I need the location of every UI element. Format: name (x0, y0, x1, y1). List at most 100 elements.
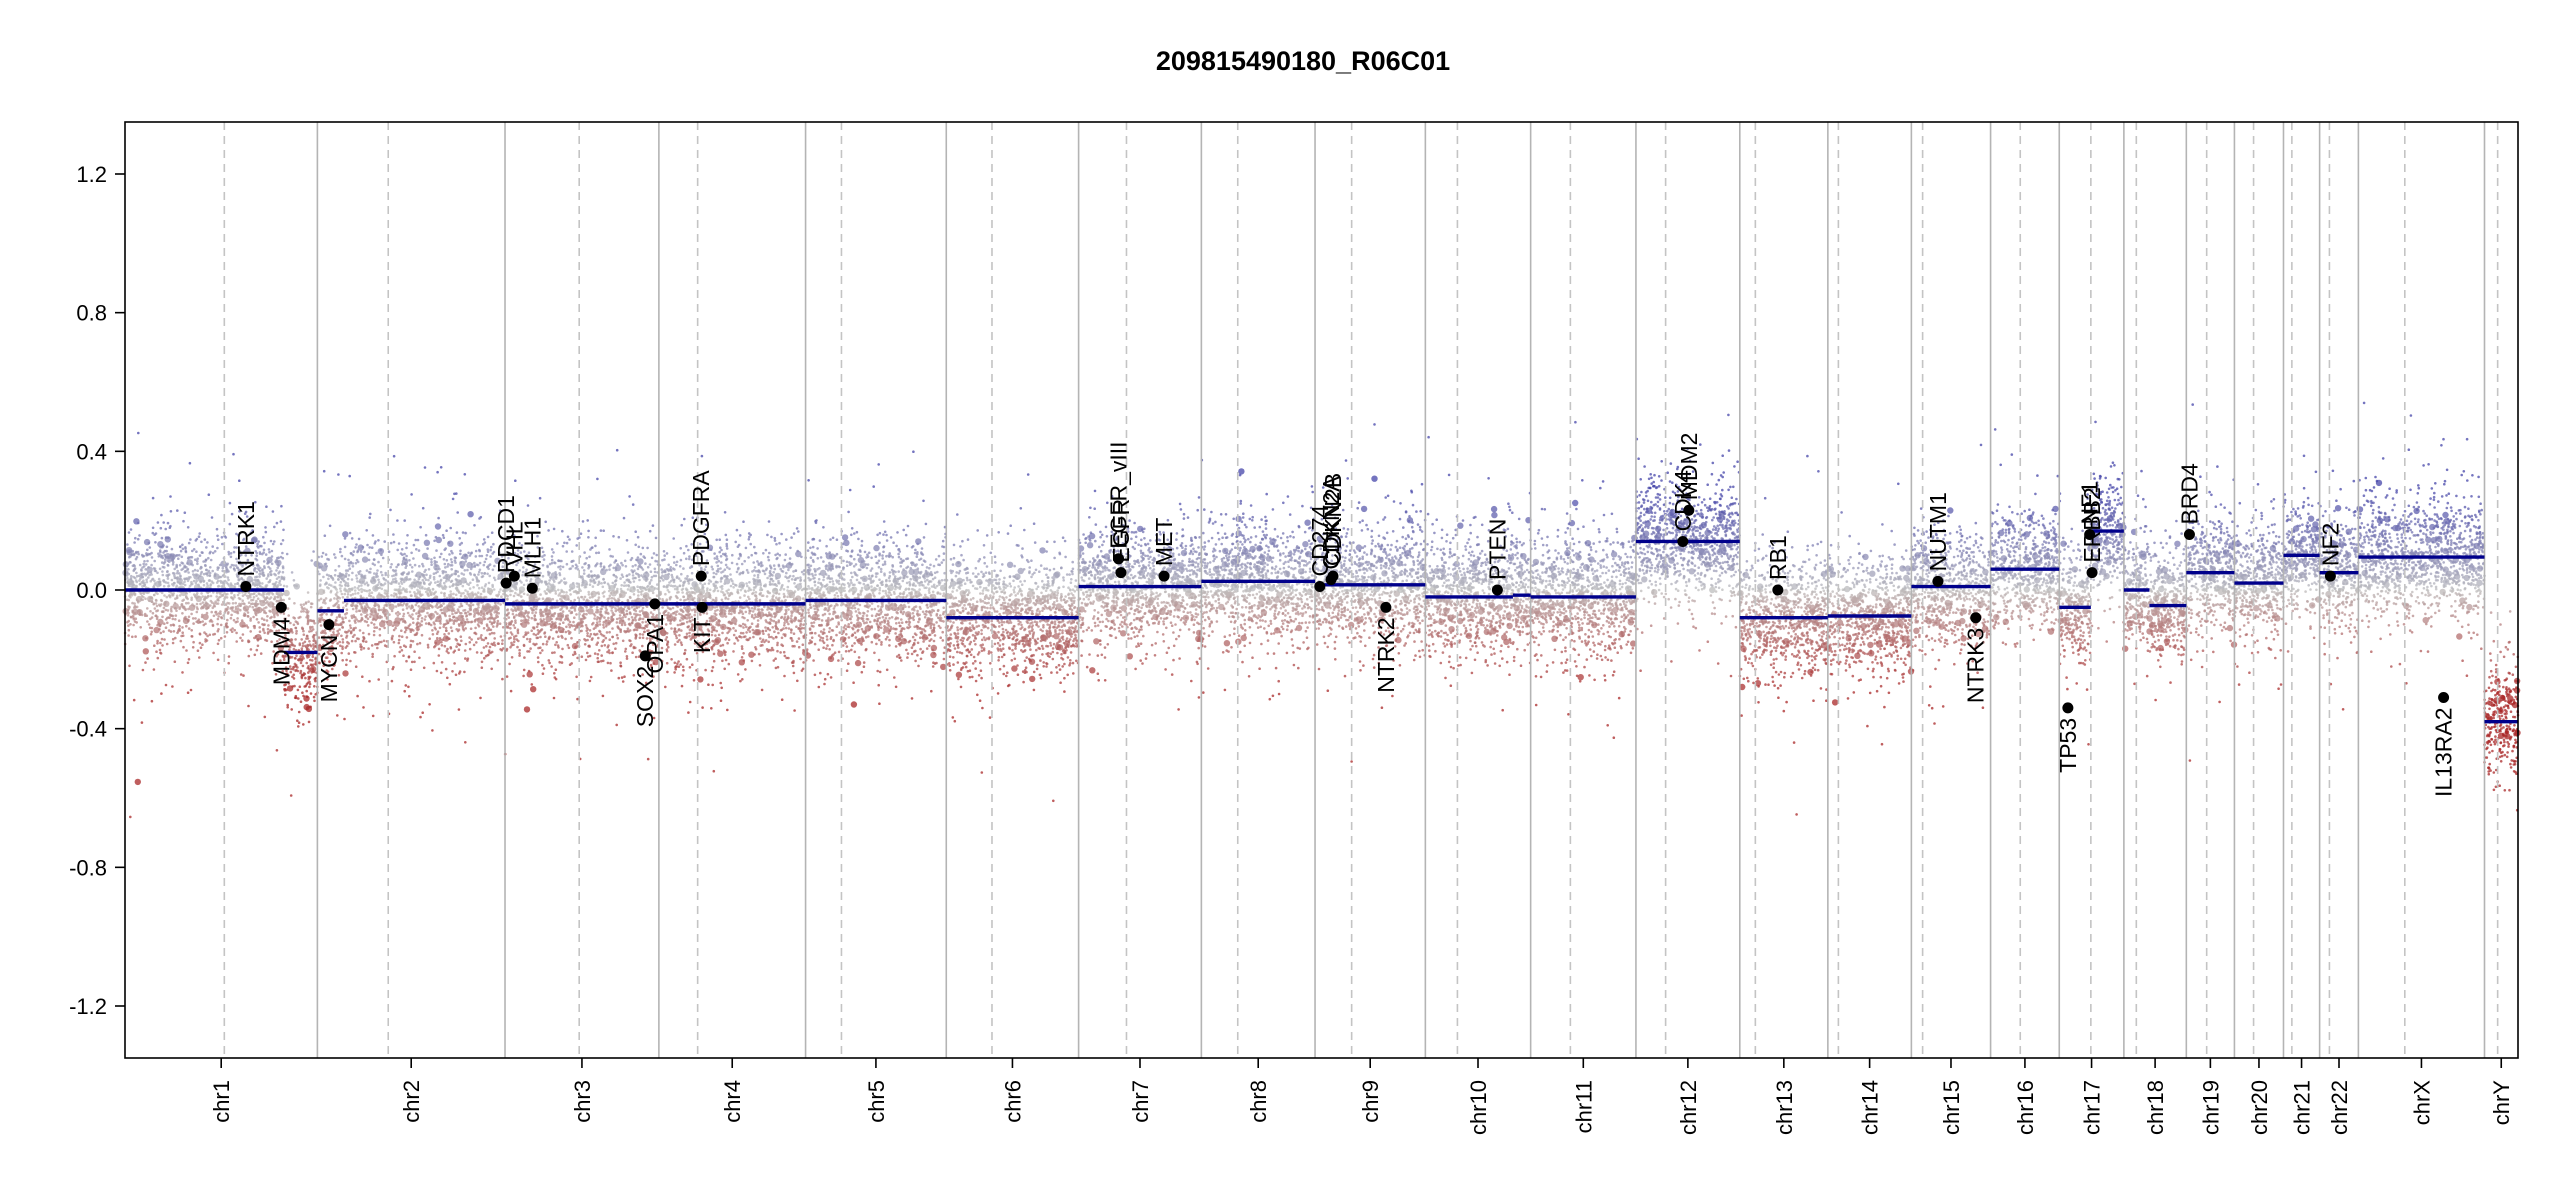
probe-point (608, 597, 611, 600)
probe-point (263, 715, 267, 719)
probe-point (632, 593, 636, 596)
probe-point (190, 598, 193, 601)
probe-point (426, 593, 430, 596)
probe-point (402, 587, 405, 590)
probe-point (157, 552, 160, 555)
probe-point (340, 584, 343, 588)
probe-point (346, 590, 350, 593)
probe-point (215, 595, 218, 598)
probe-point (262, 574, 266, 577)
probe-point (583, 638, 586, 641)
probe-point (626, 627, 630, 630)
probe-point (449, 626, 453, 629)
probe-point (141, 555, 145, 558)
probe-point (373, 572, 376, 575)
probe-point (431, 729, 434, 732)
probe-point (363, 550, 366, 554)
probe-point (244, 554, 248, 557)
probe-point (236, 604, 240, 608)
probe-point (255, 554, 258, 558)
probe-point (176, 509, 179, 512)
probe-point (381, 556, 385, 560)
probe-point (403, 552, 406, 556)
probe-point (146, 607, 149, 610)
probe-point (434, 619, 438, 622)
probe-point (424, 615, 427, 618)
probe-point (232, 618, 236, 622)
probe-point (389, 541, 393, 545)
probe-point (442, 570, 446, 573)
probe-point (634, 655, 638, 659)
probe-point (377, 581, 381, 584)
probe-point (259, 584, 262, 588)
probe-point (324, 602, 327, 605)
probe-point (466, 592, 470, 596)
probe-point (648, 585, 656, 592)
probe-point (355, 637, 359, 640)
probe-point (439, 622, 442, 625)
probe-point (519, 622, 523, 626)
probe-point (484, 636, 488, 640)
probe-point (332, 631, 335, 634)
probe-point (300, 610, 303, 613)
probe-point (587, 590, 590, 594)
probe-point (360, 575, 363, 578)
probe-point (255, 558, 259, 562)
probe-point (628, 573, 631, 576)
probe-point (439, 603, 443, 607)
probe-point (354, 561, 358, 565)
probe-point (506, 612, 510, 616)
probe-point (351, 587, 354, 590)
probe-point (463, 569, 467, 572)
probe-point (509, 593, 512, 597)
probe-point (553, 612, 556, 616)
probe-point (127, 568, 130, 571)
probe-point (160, 513, 163, 517)
probe-point (792, 532, 796, 535)
probe-point (300, 676, 304, 680)
probe-point (275, 521, 279, 525)
probe-point (548, 635, 551, 639)
probe-point (455, 531, 459, 534)
probe-point (262, 618, 266, 622)
probe-point (347, 584, 350, 587)
probe-point (620, 611, 624, 614)
probe-point (371, 618, 375, 621)
probe-point (573, 598, 576, 602)
probe-point (464, 627, 468, 630)
probe-point (541, 649, 544, 652)
probe-point (420, 610, 424, 613)
probe-point (493, 637, 497, 640)
probe-point (275, 581, 278, 584)
probe-point (400, 548, 404, 551)
probe-point (484, 557, 488, 561)
probe-point (159, 652, 163, 655)
probe-point (371, 714, 375, 718)
probe-point (190, 596, 193, 600)
probe-point (219, 623, 223, 627)
probe-point (480, 634, 483, 637)
probe-point (636, 556, 640, 559)
probe-point (283, 589, 290, 597)
probe-point (362, 706, 365, 709)
probe-point (197, 535, 201, 538)
probe-point (569, 599, 573, 603)
probe-point (363, 619, 367, 623)
probe-point (569, 593, 572, 596)
probe-point (500, 595, 503, 598)
probe-point (174, 614, 178, 617)
probe-point (444, 667, 448, 671)
probe-point (236, 582, 239, 585)
probe-point (432, 661, 436, 665)
probe-point (320, 555, 324, 558)
probe-point (544, 623, 547, 627)
probe-point (551, 651, 554, 655)
probe-point (352, 550, 356, 553)
probe-point (191, 617, 195, 620)
probe-point (456, 629, 460, 633)
probe-point (251, 598, 255, 602)
probe-point (439, 580, 442, 583)
probe-point (587, 564, 591, 567)
probe-point (255, 570, 259, 574)
probe-point (548, 562, 552, 566)
